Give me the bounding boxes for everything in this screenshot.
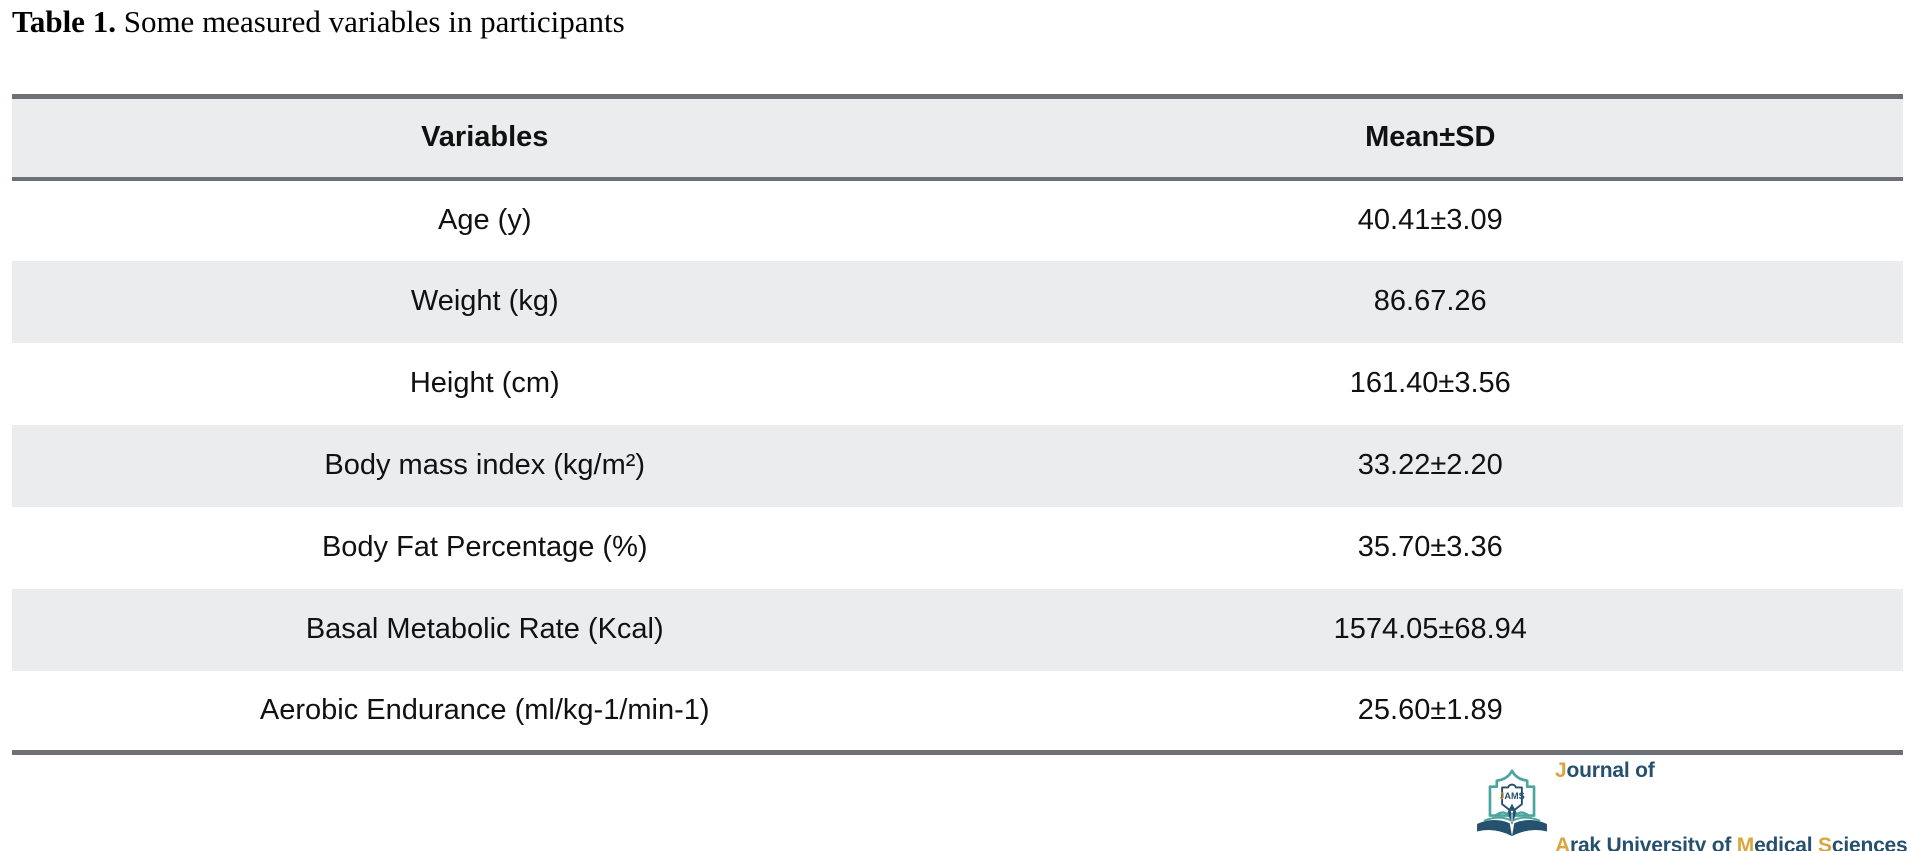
journal-name-line2: Arak University of Medical Sciences bbox=[1555, 833, 1908, 851]
header-mean-sd: Mean±SD bbox=[957, 96, 1903, 181]
table-caption: Table 1. Some measured variables in part… bbox=[12, 4, 625, 40]
variable-cell: Weight (kg) bbox=[410, 285, 559, 317]
shield bbox=[1501, 783, 1523, 813]
header-variables: Variables bbox=[12, 96, 958, 181]
book-pages-right bbox=[1513, 816, 1541, 822]
variable-cell: Body mass index (kg/m²) bbox=[324, 449, 646, 481]
value-cell: 25.60±1.89 bbox=[1357, 693, 1503, 726]
book-pages-left bbox=[1483, 816, 1511, 822]
emblem-acronym: JAMS bbox=[1499, 791, 1524, 801]
table-row: Basal Metabolic Rate (Kcal) 1574.05±68.9… bbox=[12, 588, 1903, 671]
variable-cell: Body Fat Percentage (%) bbox=[321, 531, 648, 563]
value-cell: 1574.05±68.94 bbox=[1333, 613, 1527, 645]
navy-text: ciences bbox=[1831, 834, 1908, 851]
navy-text: edical bbox=[1754, 834, 1819, 851]
navy-text: ournal of bbox=[1566, 759, 1655, 782]
table-row: Weight (kg) 86.67.26 bbox=[12, 260, 1903, 343]
gold-initial: M bbox=[1736, 834, 1755, 851]
variable-cell: Aerobic Endurance (ml/kg-1/min-1) bbox=[259, 693, 710, 726]
value-cell: 40.41±3.09 bbox=[1357, 204, 1503, 236]
navy-text: rak University of bbox=[1569, 834, 1737, 851]
table-row: Height (cm) 161.40±3.56 bbox=[12, 342, 1903, 425]
pen-nib-hole bbox=[1510, 810, 1514, 814]
journal-name: Journal of Arak University of Medical Sc… bbox=[1555, 708, 1908, 851]
measured-variables-table: Variables Mean±SD Age (y) 40.41±3.09 Wei… bbox=[12, 94, 1903, 755]
table-header-row: Variables Mean±SD bbox=[12, 96, 1903, 181]
variable-cell: Basal Metabolic Rate (Kcal) bbox=[305, 613, 664, 645]
variable-cell: Age (y) bbox=[438, 204, 532, 236]
table-row: Age (y) 40.41±3.09 bbox=[12, 178, 1903, 261]
value-cell: 33.22±2.20 bbox=[1357, 449, 1503, 481]
table-row: Body Fat Percentage (%) 35.70±3.36 bbox=[12, 506, 1903, 589]
journal-logo: JAMS Journal of Arak University of Medic… bbox=[1474, 759, 1908, 851]
gold-initial: S bbox=[1818, 834, 1832, 851]
variable-cell: Height (cm) bbox=[409, 367, 560, 399]
journal-name-line1: Journal of bbox=[1555, 758, 1908, 783]
value-cell: 161.40±3.56 bbox=[1349, 367, 1511, 399]
swoosh-right bbox=[1515, 811, 1531, 818]
gold-initial: A bbox=[1555, 834, 1570, 851]
table-row: Body mass index (kg/m²) 33.22±2.20 bbox=[12, 424, 1903, 507]
table-caption-number: Table 1. bbox=[12, 4, 116, 39]
value-cell: 86.67.26 bbox=[1373, 285, 1487, 317]
book-left-cover bbox=[1477, 819, 1512, 837]
table-row: Aerobic Endurance (ml/kg-1/min-1) 25.60±… bbox=[12, 670, 1903, 753]
swoosh-left bbox=[1493, 811, 1509, 818]
gold-initial: J bbox=[1555, 759, 1567, 782]
book-right-cover bbox=[1512, 819, 1547, 837]
jams-emblem-icon: JAMS bbox=[1477, 769, 1547, 837]
value-cell: 35.70±3.36 bbox=[1357, 531, 1503, 563]
table-caption-text: Some measured variables in participants bbox=[115, 4, 625, 39]
